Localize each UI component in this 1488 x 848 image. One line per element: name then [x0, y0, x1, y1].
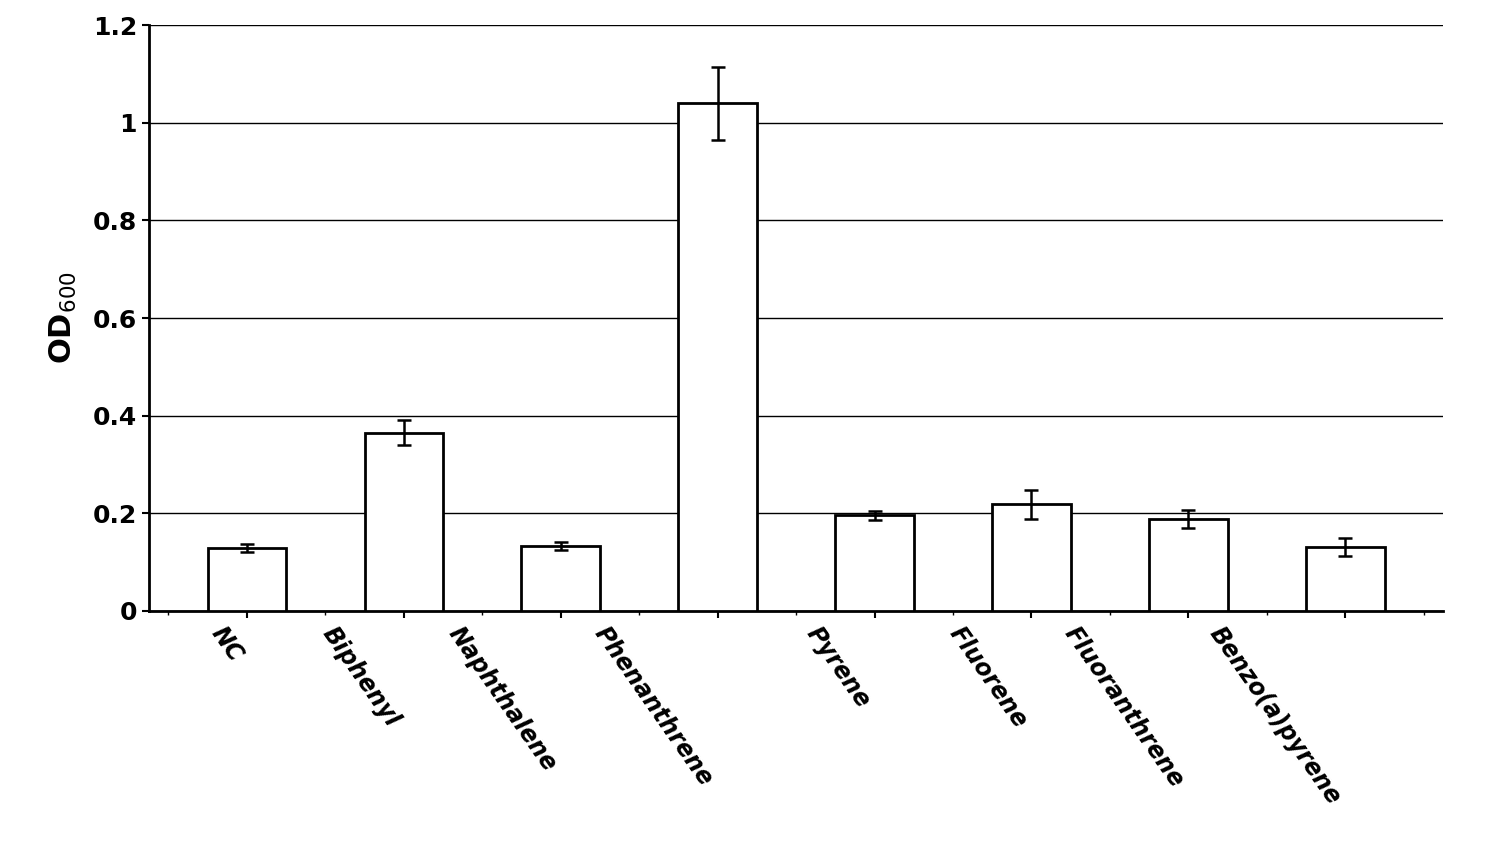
Bar: [992, 505, 1071, 611]
Bar: [1306, 547, 1384, 611]
Bar: [208, 548, 286, 611]
Y-axis label: OD$_{600}$: OD$_{600}$: [48, 271, 79, 365]
Bar: [521, 546, 600, 611]
Bar: [1149, 519, 1228, 611]
Bar: [679, 103, 757, 611]
Bar: [365, 432, 443, 611]
Bar: [835, 516, 914, 611]
